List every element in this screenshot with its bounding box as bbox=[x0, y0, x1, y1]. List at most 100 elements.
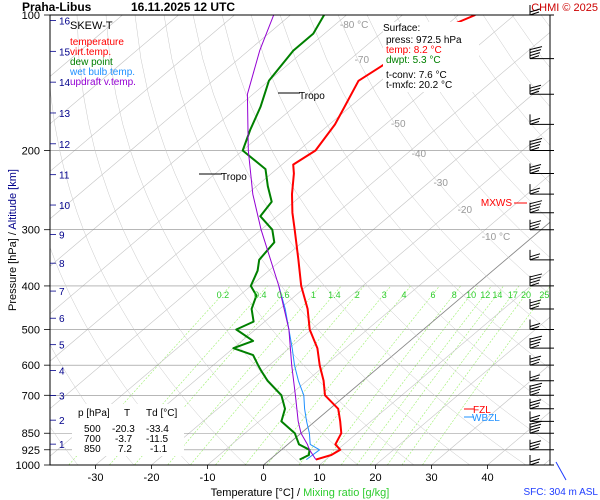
surface-box: Surface: press: 972.5 hPa temp: 8.2 °C d… bbox=[383, 22, 479, 92]
wind-barb-flag bbox=[529, 206, 541, 211]
table-cell: -20.3 bbox=[112, 424, 135, 435]
wind-barb-flag bbox=[529, 338, 542, 343]
temperature-tick-label: 20 bbox=[369, 472, 381, 484]
pressure-tick-label: 400 bbox=[22, 281, 40, 293]
surface-title: Surface: bbox=[383, 23, 420, 34]
wbzl-label: WBZL bbox=[472, 413, 500, 424]
temperature-ticks: -30 -20 -10 0 10 20 30 40 bbox=[88, 465, 494, 484]
mixing-ratio-label: 0.4 bbox=[254, 290, 267, 300]
mixing-ratio-label: 2 bbox=[355, 290, 360, 300]
isotherm-line bbox=[95, 79, 550, 465]
wind-barb-flag bbox=[529, 253, 541, 258]
level-table-bg bbox=[72, 404, 184, 456]
datetime-title: 16.11.2025 12 UTC bbox=[131, 0, 235, 14]
mixing-ratio-label: 4 bbox=[402, 290, 407, 300]
surface-box-bg bbox=[383, 22, 479, 92]
isobar-lines bbox=[50, 15, 550, 465]
isotherm-line bbox=[543, 459, 550, 465]
pressure-tick-label: 850 bbox=[22, 428, 40, 440]
wind-barb-flag bbox=[529, 426, 541, 431]
mixing-ratio-label: 12 bbox=[480, 290, 490, 300]
altitude-tick-label: 6 bbox=[59, 314, 65, 325]
mixing-ratio-label: 10 bbox=[466, 290, 476, 300]
dewpoint-line bbox=[232, 15, 325, 461]
legend-item-dew-point: dew point bbox=[70, 57, 113, 68]
table-cell: -1.1 bbox=[150, 444, 168, 455]
mixing-ratio-label: 0.6 bbox=[277, 290, 290, 300]
mixing-ratio-line bbox=[322, 285, 461, 465]
wind-barb-flag bbox=[529, 458, 541, 463]
legend-item-temperature: temperature bbox=[70, 37, 124, 48]
wind-barb-flag bbox=[529, 385, 542, 390]
table-cell: -33.4 bbox=[146, 424, 169, 435]
isotherm-label: -30 bbox=[433, 178, 448, 189]
legend: SKEW-T temperature virt.temp. dew point … bbox=[69, 20, 136, 88]
isotherm-label: -20 bbox=[458, 205, 473, 216]
mixing-ratio-line bbox=[215, 285, 365, 465]
dry-adiabat bbox=[366, 15, 550, 258]
mixing-ratio-line bbox=[401, 285, 533, 465]
mixing-ratio-label: 25 bbox=[539, 290, 549, 300]
wind-barb-flag bbox=[529, 341, 541, 346]
mixing-ratio-line bbox=[369, 285, 504, 465]
tropopause-label: Tropo bbox=[299, 91, 325, 102]
dry-adiabat bbox=[395, 15, 550, 221]
wind-barb-flag bbox=[529, 46, 543, 51]
wind-barb-flag bbox=[529, 358, 541, 363]
wind-barb-flag bbox=[529, 276, 542, 281]
isotherm-line bbox=[50, 15, 179, 125]
surface-temp: temp: 8.2 °C bbox=[386, 45, 442, 56]
isotherm-line bbox=[375, 316, 550, 465]
table-cell: -3.7 bbox=[115, 434, 133, 445]
updraft-line bbox=[246, 15, 317, 460]
plot-frame bbox=[49, 14, 551, 466]
surface-press: press: 972.5 hPa bbox=[386, 35, 462, 46]
wind-barb-flag bbox=[529, 299, 542, 304]
wind-barb-flag bbox=[529, 52, 541, 57]
wind-barb-flag bbox=[529, 402, 541, 407]
x-axis-label: Temperature [°C] / Mixing ratio [g/kg] bbox=[211, 487, 390, 499]
altitude-tick-label: 8 bbox=[59, 259, 65, 270]
altitude-tick-label: 9 bbox=[59, 231, 65, 242]
table-cell: -11.5 bbox=[146, 434, 168, 445]
altitude-tick-label: 2 bbox=[59, 416, 65, 427]
mixing-ratio-label: 14 bbox=[492, 290, 502, 300]
altitude-tick-label: 12 bbox=[59, 140, 71, 151]
isotherm-label: -50 bbox=[391, 119, 406, 130]
temperature-tick-label: 0 bbox=[260, 472, 266, 484]
wind-barb-flag bbox=[529, 399, 542, 404]
isotherm-lines bbox=[50, 15, 550, 465]
wind-barb-flag bbox=[529, 374, 541, 379]
dry-adiabat bbox=[134, 15, 415, 465]
altitude-tick-label: 4 bbox=[59, 366, 65, 377]
mixing-ratio-label: 3 bbox=[382, 290, 387, 300]
sounding-series bbox=[232, 15, 476, 461]
pressure-tick-label: 1000 bbox=[16, 460, 40, 472]
table-cell: 700 bbox=[84, 434, 101, 445]
table-cell: 7.2 bbox=[118, 444, 132, 455]
mixing-ratio-label: 1.4 bbox=[328, 290, 341, 300]
temperature-tick-label: 10 bbox=[313, 472, 325, 484]
pressure-tick-label: 300 bbox=[22, 225, 40, 237]
wind-barb-flag bbox=[529, 273, 543, 278]
dry-adiabat bbox=[337, 15, 550, 295]
isotherm-line bbox=[50, 15, 235, 172]
pressure-tick-label: 200 bbox=[22, 145, 40, 157]
altitude-tick-label: 1 bbox=[59, 440, 65, 451]
dry-adiabat bbox=[192, 15, 527, 465]
annotations: Tropo Tropo MXWS FZL WBZL bbox=[199, 91, 527, 424]
wind-barb-flag bbox=[529, 167, 541, 171]
station-title: Praha-Libus bbox=[22, 0, 92, 14]
legend-item-wet-bulb: wet bulb temp. bbox=[69, 67, 135, 78]
wind-barb-flag bbox=[529, 423, 542, 428]
wind-barbs bbox=[529, 5, 567, 481]
dry-adiabat bbox=[279, 15, 550, 369]
isotherm-label: -70 bbox=[355, 55, 370, 66]
credit-link[interactable]: CHMI © 2025 bbox=[531, 2, 598, 14]
wind-barb-flag bbox=[529, 203, 542, 208]
dry-adiabat bbox=[50, 426, 79, 465]
temperature-tick-label: 40 bbox=[481, 472, 493, 484]
wind-barb-flag bbox=[529, 117, 541, 122]
temperature-tick-label: -30 bbox=[88, 472, 104, 484]
